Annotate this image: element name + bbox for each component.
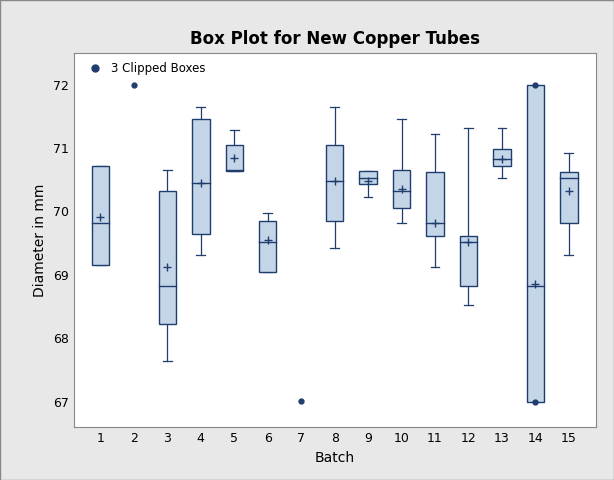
Y-axis label: Diameter in mm: Diameter in mm: [33, 183, 47, 297]
Bar: [259, 221, 276, 272]
Bar: [460, 236, 477, 287]
Bar: [326, 145, 343, 221]
X-axis label: Batch: Batch: [314, 451, 355, 465]
Bar: [393, 170, 410, 208]
Bar: [560, 172, 578, 223]
Title: Box Plot for New Copper Tubes: Box Plot for New Copper Tubes: [190, 30, 480, 48]
Bar: [225, 145, 243, 171]
Bar: [359, 171, 377, 184]
Bar: [192, 120, 209, 234]
Bar: [527, 84, 544, 402]
Bar: [158, 191, 176, 324]
Legend: 3 Clipped Boxes: 3 Clipped Boxes: [80, 59, 209, 79]
Bar: [426, 172, 444, 236]
Bar: [91, 166, 109, 265]
Bar: [493, 149, 511, 166]
